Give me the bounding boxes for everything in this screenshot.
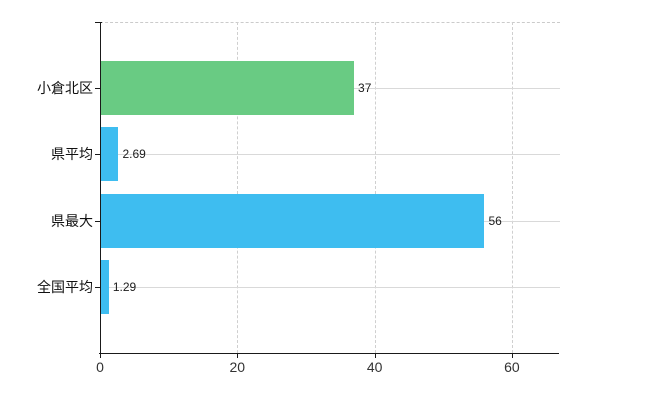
plot-top-border: [100, 22, 560, 23]
gridline-vertical: [511, 22, 513, 353]
gridline-vertical: [374, 22, 376, 353]
y-axis-tick: [95, 287, 100, 288]
plot-area: 37 2.69 56 1.29: [100, 22, 560, 353]
y-axis-top-tick: [95, 22, 102, 23]
x-axis-tick: [374, 354, 376, 358]
bar-value-label: 56: [488, 214, 502, 228]
bar-value-label: 37: [358, 81, 372, 95]
gridline-vertical: [237, 22, 239, 353]
bar: [100, 194, 485, 248]
x-axis-tick: [237, 354, 239, 358]
y-axis-tick: [95, 154, 100, 155]
y-axis-line: [100, 22, 101, 354]
bar-value-label: 2.69: [122, 147, 146, 161]
category-label: 小倉北区: [37, 80, 93, 96]
bar-value-label: 1.29: [112, 280, 137, 294]
y-axis-tick: [95, 221, 100, 222]
category-label: 全国平均: [37, 279, 93, 295]
x-tick-label: 0: [96, 359, 104, 375]
x-tick-label: 40: [366, 359, 383, 375]
bar: [100, 127, 119, 181]
category-label: 県平均: [51, 146, 93, 162]
y-axis-tick: [95, 88, 100, 89]
category-label: 県最大: [51, 213, 93, 229]
x-axis-line: [99, 353, 559, 354]
x-tick-label: 60: [504, 359, 520, 375]
x-axis-tick: [511, 354, 513, 358]
x-axis-tick: [100, 354, 101, 358]
gridline-horizontal: [100, 287, 560, 288]
bar: [100, 61, 355, 115]
gridline-horizontal: [100, 154, 560, 155]
bar: [100, 260, 109, 314]
x-tick-label: 20: [229, 359, 246, 375]
